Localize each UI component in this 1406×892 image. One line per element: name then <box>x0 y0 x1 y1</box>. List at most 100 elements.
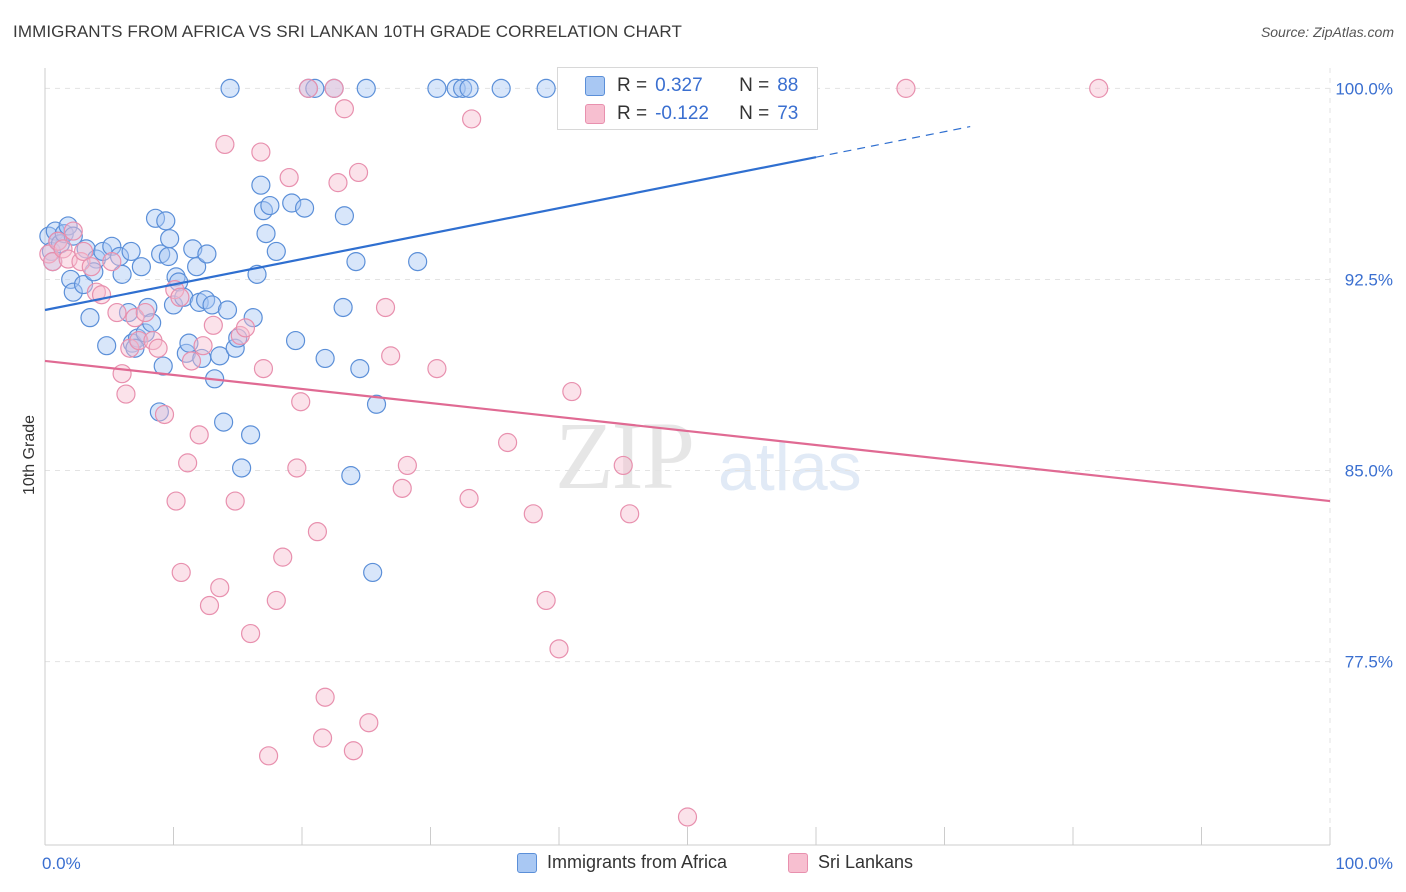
lanka-point <box>381 346 401 366</box>
lanka-n-label: N = <box>739 103 770 124</box>
africa-point <box>251 175 271 195</box>
lanka-point <box>107 302 127 323</box>
y-tick-label: 100.0% <box>1335 79 1393 98</box>
x-tick-label: 0.0% <box>42 854 81 873</box>
africa-point <box>183 239 203 259</box>
africa-point <box>187 257 207 277</box>
lanka-swatch <box>585 104 605 124</box>
lanka-point <box>549 639 569 659</box>
lanka-point <box>63 221 83 241</box>
lanka-point <box>189 425 209 445</box>
africa-point <box>58 216 78 236</box>
y-axis-label: 10th Grade <box>21 414 38 496</box>
lanka-point <box>287 458 307 478</box>
lanka-point <box>392 478 412 498</box>
lanka-r-label: R = <box>617 103 648 124</box>
legend-lanka-swatch <box>788 852 808 873</box>
lanka-point <box>343 741 363 761</box>
africa-point <box>243 308 263 328</box>
y-tick-label: 77.5% <box>1345 653 1393 672</box>
legend-item-lanka[interactable]: Sri Lankans <box>788 852 913 873</box>
africa-point <box>138 297 158 318</box>
lanka-point <box>203 315 223 335</box>
africa-point <box>333 297 353 318</box>
lanka-point <box>73 241 94 262</box>
lanka-point <box>116 384 136 404</box>
africa-point <box>214 412 234 432</box>
africa-point <box>76 239 96 259</box>
lanka-point <box>86 282 107 302</box>
lanka-point <box>359 713 379 733</box>
lanka-point <box>258 746 279 766</box>
lanka-point <box>312 728 333 748</box>
africa-point <box>80 308 100 328</box>
legend-stats: R = 0.327 N = 88 R = -0.122 N = 73 <box>557 67 818 130</box>
lanka-point <box>170 287 190 307</box>
africa-point <box>197 244 217 264</box>
africa-point <box>282 193 302 213</box>
africa-point <box>228 328 248 348</box>
legend-africa-swatch <box>517 852 537 873</box>
africa-point <box>266 241 286 262</box>
lanka-trend-line <box>44 359 1331 503</box>
lanka-point <box>324 78 344 98</box>
africa-n-value: 88 <box>777 75 799 96</box>
lanka-point <box>1089 78 1109 98</box>
legend-item-africa[interactable]: Immigrants from Africa <box>517 852 727 873</box>
lanka-point <box>896 78 916 98</box>
lanka-r-value: -0.122 <box>655 103 709 124</box>
africa-point <box>158 246 178 267</box>
lanka-point <box>199 595 220 616</box>
africa-point <box>260 195 280 216</box>
africa-point <box>202 295 222 315</box>
y-tick-label: 85.0% <box>1345 462 1393 481</box>
africa-swatch <box>585 76 605 96</box>
lanka-point <box>235 318 256 338</box>
africa-point <box>163 295 184 315</box>
africa-point <box>536 78 556 98</box>
africa-point <box>220 78 240 98</box>
africa-point <box>217 300 238 320</box>
africa-point <box>427 78 447 98</box>
lanka-point <box>397 455 417 476</box>
africa-point <box>97 336 117 356</box>
africa-trend-line <box>44 156 817 312</box>
legend-africa-label: Immigrants from Africa <box>547 852 728 872</box>
legend-lanka-label: Sri Lankans <box>818 852 914 872</box>
africa-point <box>294 198 315 218</box>
lanka-point <box>43 252 63 272</box>
africa-point <box>210 346 230 366</box>
lanka-point <box>523 504 543 524</box>
africa-point <box>153 356 173 376</box>
legend-stats-row-africa: R = 0.327 N = 88 <box>558 73 798 99</box>
africa-point <box>305 78 325 98</box>
africa-point <box>366 394 387 414</box>
lanka-point <box>536 590 556 611</box>
lanka-point <box>166 491 186 511</box>
legend-series: Immigrants from Africa Sri Lankans <box>0 852 1406 878</box>
africa-point <box>253 201 274 221</box>
africa-point <box>232 458 252 478</box>
lanka-point <box>459 488 479 509</box>
africa-point <box>341 466 361 486</box>
africa-point <box>151 244 171 264</box>
africa-point <box>121 241 141 262</box>
y-tick-label: 92.5% <box>1345 270 1393 289</box>
lanka-point <box>215 134 235 155</box>
legend-stats-row-lanka: R = -0.122 N = 73 <box>558 101 798 127</box>
africa-point <box>131 257 151 277</box>
africa-point <box>363 562 383 583</box>
africa-point <box>453 78 473 98</box>
africa-point <box>84 262 104 282</box>
africa-point <box>135 323 155 343</box>
africa-point <box>334 206 355 226</box>
africa-point <box>160 229 180 249</box>
africa-point <box>112 264 132 284</box>
africa-point <box>102 236 122 256</box>
africa-point <box>491 78 511 98</box>
lanka-point <box>129 330 149 351</box>
chart-source: Source: ZipAtlas.com <box>1260 24 1394 40</box>
africa-point <box>241 425 261 445</box>
lanka-point <box>613 455 633 476</box>
